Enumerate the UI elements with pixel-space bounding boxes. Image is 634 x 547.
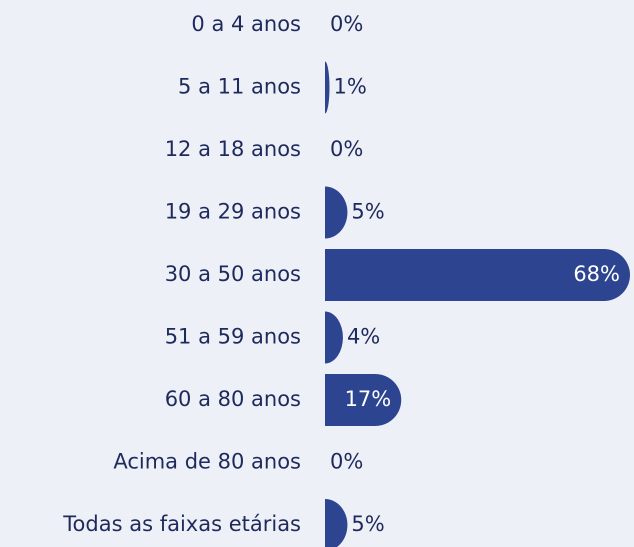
bar [325,186,348,239]
bar [325,374,402,426]
category-label: 12 a 18 anos [165,137,301,161]
category-label: 60 a 80 anos [165,387,301,411]
value-label: 0% [330,12,363,36]
value-label: 5% [351,512,384,536]
value-label: 0% [330,137,363,161]
bar [325,499,348,547]
category-label: 5 a 11 anos [178,75,301,99]
value-label: 0% [330,450,363,474]
category-label: 51 a 59 anos [165,325,301,349]
value-label: 5% [351,200,384,224]
category-label: 19 a 29 anos [165,200,301,224]
bar [325,249,630,301]
category-label: Todas as faixas etárias [62,512,301,536]
value-label: 1% [333,75,366,99]
bar [325,311,343,364]
category-label: 30 a 50 anos [165,262,301,286]
value-label: 17% [345,387,392,411]
bar [325,61,330,114]
category-label: 0 a 4 anos [191,12,301,36]
category-label: Acima de 80 anos [113,450,301,474]
value-label: 4% [347,325,380,349]
value-label: 68% [573,262,620,286]
